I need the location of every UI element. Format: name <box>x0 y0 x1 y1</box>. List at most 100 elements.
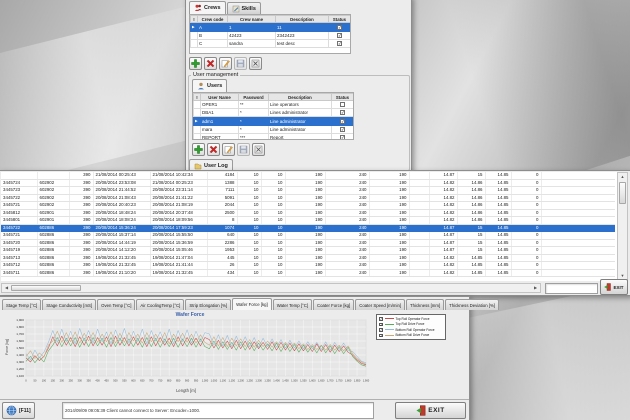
exit-button[interactable]: EXIT <box>395 402 466 419</box>
chart-window: Stage Temp [°C] Stage Conductivity [mS] Ov… <box>0 296 499 420</box>
svg-text:250: 250 <box>69 379 74 383</box>
log-cell: 390 <box>69 254 94 262</box>
log-cell: 10 <box>261 194 286 202</box>
log-cell: 10 <box>261 254 286 262</box>
status-checkbox[interactable]: ✓ <box>337 24 342 30</box>
log-cell: 390 <box>69 194 94 202</box>
chart-tab-strip-elongation[interactable]: Strip Elongation [%] <box>185 299 232 310</box>
user-row[interactable]: ▶ adm1 * Line administrator ✓ <box>193 116 353 126</box>
chart-tab-wafer-force-kg[interactable]: Wafer Force [kg] <box>232 298 272 310</box>
log-row[interactable]: 3445801 602901 390 20/08/2014 18:08:24 20/08… <box>1 216 615 225</box>
edit-button[interactable] <box>219 57 232 70</box>
log-cell: 240 <box>325 269 370 277</box>
status-checkbox[interactable]: ✓ <box>337 33 342 38</box>
log-row[interactable]: 3445719 602886 390 20/08/2014 14:12:20 20/08… <box>1 246 615 255</box>
user-row[interactable]: mara * Line administrator ✓ <box>193 125 353 134</box>
chart-tab-thickness-mm[interactable]: Thickness [mm] <box>406 299 445 310</box>
status-checkbox[interactable] <box>340 102 345 107</box>
tab-crews[interactable]: Crews <box>189 1 226 14</box>
delete-icon <box>209 145 218 154</box>
user-row[interactable]: REPORT *** Report ✓ <box>193 133 353 140</box>
legend-checkbox[interactable]: ✓ <box>379 322 383 327</box>
status-checkbox[interactable]: ✓ <box>337 41 342 46</box>
chart-tab-oven-temp-c[interactable]: Oven Temp [°C] <box>97 299 136 310</box>
log-cell: 10 <box>237 269 262 277</box>
log-row[interactable]: 3445711 602886 390 19/08/2014 21:10:20 19/08… <box>1 269 615 277</box>
crew-code-cell: B <box>197 31 228 40</box>
status-text-field[interactable]: 2014/09/09 09:05:39 Client cannot connec… <box>62 402 374 419</box>
legend-checkbox[interactable]: ✓ <box>379 333 383 338</box>
log-row[interactable]: 3445720 602886 390 20/08/2014 14:44:19 20/08… <box>1 239 615 247</box>
user-name-cell: REPORT <box>200 133 239 139</box>
log-row[interactable]: 3445712 602886 390 19/08/2014 21:32:45 19/08… <box>1 261 615 270</box>
log-cell: 14.85 <box>485 179 512 187</box>
f11-button[interactable]: [F11] <box>2 402 35 419</box>
log-vertical-scrollbar[interactable]: ▲ ▼ <box>617 172 628 281</box>
log-row[interactable]: 3445812 602901 390 20/08/2014 18:48:24 20/08… <box>1 209 615 217</box>
add-button[interactable] <box>189 57 202 70</box>
log-cell: 240 <box>325 231 370 240</box>
log-horizontal-scrollbar[interactable]: ◀ ▶ <box>1 283 541 293</box>
log-cell: 190 <box>285 239 326 247</box>
chart-tab-thickness-deviation[interactable]: Thickness Deviation [%] <box>445 299 499 310</box>
scroll-down-arrow-icon[interactable]: ▼ <box>620 273 625 278</box>
scroll-left-arrow-icon[interactable]: ◀ <box>4 285 9 290</box>
user-name-cell: adm1 <box>200 116 239 126</box>
chart-tab-coater-force-kg[interactable]: Coater Force [kg] <box>313 299 355 310</box>
save-button[interactable] <box>237 143 250 156</box>
tab-user-log[interactable]: User Log <box>189 159 233 171</box>
user-description-cell: Line operators <box>268 100 332 109</box>
log-row[interactable]: 3445724 602902 390 20/08/2014 23:53:08 21/08… <box>1 179 615 187</box>
log-row[interactable]: 390 21/08/2014 00:25:43 21/08/2014 10:42:3… <box>1 172 615 180</box>
chart-tab-stage-temp-c[interactable]: Stage Temp [°C] <box>2 299 42 310</box>
log-row[interactable]: 3445713 602886 390 19/08/2014 21:32:45 19/08… <box>1 254 615 262</box>
log-cell: 190 <box>369 201 410 210</box>
chart-tab-water-temp-c[interactable]: Water Temp [°C] <box>272 299 313 310</box>
export-button[interactable] <box>249 57 262 70</box>
save-button[interactable] <box>234 57 247 70</box>
log-cell: 0 <box>511 209 542 217</box>
log-cell: 190 <box>369 261 410 270</box>
log-cell: 190 <box>369 224 410 232</box>
chart-tab-coater-speed-m-min[interactable]: Coater Speed [m/min] <box>355 299 406 310</box>
scroll-thumb[interactable] <box>11 285 81 291</box>
status-checkbox[interactable]: ✓ <box>340 135 345 140</box>
crew-description-cell: 2342423 <box>275 31 329 40</box>
tab-users[interactable]: Users <box>192 79 228 92</box>
log-cell: 10 <box>261 172 286 180</box>
legend-checkbox[interactable]: ✓ <box>379 328 383 332</box>
chart-tab-air-coolingtemp-c[interactable]: Air CoolingTemp [°C] <box>136 299 185 310</box>
scroll-right-arrow-icon[interactable]: ▶ <box>533 285 538 290</box>
user-row[interactable]: DBA1 * Lines administrator ✓ <box>193 108 353 117</box>
log-row[interactable]: 3445722 602902 390 20/08/2014 21:08:43 20/08… <box>1 194 615 202</box>
user-row[interactable]: OPER1 ** Line operators <box>193 100 353 109</box>
crew-row[interactable]: ▶ A 1 11 ✓ <box>190 22 350 32</box>
log-exit-button[interactable]: EXIT <box>600 279 628 295</box>
delete-button[interactable] <box>204 57 217 70</box>
status-checkbox[interactable]: ✓ <box>340 127 345 132</box>
log-cell: 14.86 <box>457 179 486 187</box>
crew-row[interactable]: B 42423 2342423 ✓ <box>190 31 350 40</box>
tab-skills[interactable]: Skills <box>226 2 261 14</box>
log-cell: 10 <box>261 261 286 270</box>
log-row[interactable]: 3445723 602902 390 20/08/2014 21:44:52 20/08… <box>1 186 615 195</box>
edit-button[interactable] <box>222 143 235 156</box>
scroll-thumb[interactable] <box>619 182 626 204</box>
scroll-up-arrow-icon[interactable]: ▲ <box>620 174 625 179</box>
legend-checkbox[interactable]: ✓ <box>379 317 383 321</box>
log-cell: 14.85 <box>485 269 512 277</box>
log-row[interactable]: 3445721 602886 390 20/08/2014 15:37:14 20/08… <box>1 231 615 240</box>
export-button[interactable] <box>252 143 265 156</box>
log-cell: 10 <box>261 201 286 210</box>
chart-tab-stage-conductivity-ms[interactable]: Stage Conductivity [mS] <box>42 299 97 310</box>
log-row[interactable]: 3445722 602886 390 20/08/2014 15:36:24 20/08… <box>1 224 615 232</box>
status-checkbox[interactable]: ✓ <box>340 110 345 115</box>
status-checkbox[interactable]: ✓ <box>340 118 345 124</box>
log-cell: 14.82 <box>429 179 458 187</box>
legend-entry: ✓ Bottom Roll Drive Force <box>379 333 443 339</box>
log-row[interactable]: 3445721 602902 390 20/08/2014 20:40:23 20/08… <box>1 201 615 210</box>
log-cell: 14.87 <box>429 172 458 180</box>
delete-button[interactable] <box>207 143 220 156</box>
add-button[interactable] <box>192 143 205 156</box>
